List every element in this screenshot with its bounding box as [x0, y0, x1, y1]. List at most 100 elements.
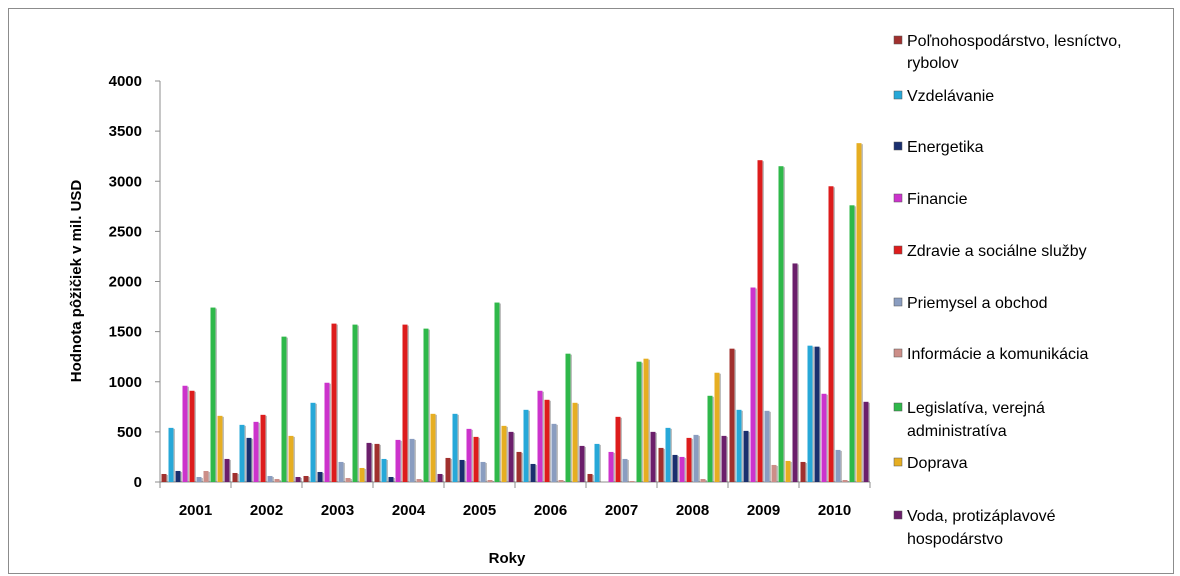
- bar: [849, 205, 855, 482]
- bar-shadow: [215, 308, 217, 482]
- bar: [792, 263, 798, 482]
- bar: [430, 413, 436, 482]
- bar: [650, 431, 656, 482]
- bar: [409, 438, 415, 482]
- bar-shadow: [343, 462, 345, 482]
- bar: [466, 428, 472, 482]
- bar: [587, 473, 593, 482]
- bar: [437, 473, 443, 482]
- bar: [168, 427, 174, 482]
- bar-shadow: [229, 459, 231, 482]
- legend-label: Energetika: [907, 139, 984, 156]
- bar: [331, 323, 337, 482]
- x-tick-label: 2006: [534, 502, 567, 519]
- bar-shadow: [499, 303, 501, 482]
- bar: [295, 476, 301, 482]
- legend-label: Financie: [907, 191, 968, 208]
- legend-label: Vzdelávanie: [907, 88, 994, 105]
- bar-shadow: [592, 474, 594, 482]
- bar: [352, 324, 358, 482]
- bar: [665, 427, 671, 482]
- legend-marker: [893, 348, 903, 358]
- bar: [402, 324, 408, 482]
- legend-marker: [893, 457, 903, 467]
- bar: [310, 402, 316, 482]
- bar-shadow: [833, 187, 835, 482]
- bar: [182, 385, 188, 482]
- bar-shadow: [663, 448, 665, 482]
- bar-shadow: [308, 476, 310, 482]
- bar: [224, 458, 230, 482]
- legend-marker: [893, 35, 903, 45]
- legend-label: Priemysel a obchod: [907, 295, 1048, 312]
- bar: [615, 416, 621, 482]
- bar: [303, 475, 309, 482]
- bar-shadow: [556, 424, 558, 482]
- legend-marker: [893, 402, 903, 412]
- bar-shadow: [734, 349, 736, 482]
- bar: [828, 186, 834, 482]
- bar: [317, 471, 323, 482]
- legend-label: Voda, protizáplavové hospodárstvo: [907, 508, 1056, 548]
- bar: [288, 435, 294, 482]
- bar: [281, 336, 287, 482]
- bar: [381, 458, 387, 482]
- bar: [508, 431, 514, 482]
- bar-shadow: [748, 431, 750, 482]
- bar: [416, 478, 422, 482]
- bar-shadow: [350, 478, 352, 482]
- bar: [572, 402, 578, 482]
- bar: [700, 478, 706, 482]
- bar: [516, 451, 522, 482]
- bar-shadow: [379, 444, 381, 482]
- bar: [622, 458, 628, 482]
- x-tick-label: 2002: [250, 502, 283, 519]
- legend-label: Informácie a komunikácia: [907, 346, 1089, 363]
- bar-shadow: [613, 452, 615, 482]
- bar-shadow: [173, 428, 175, 482]
- bar: [210, 307, 216, 482]
- bar-shadow: [584, 446, 586, 482]
- bar-shadow: [755, 288, 757, 482]
- bar-shadow: [286, 337, 288, 482]
- bar-shadow: [684, 457, 686, 482]
- bar: [658, 447, 664, 482]
- bar: [217, 415, 223, 482]
- bar: [189, 390, 195, 482]
- bar: [366, 442, 372, 482]
- bar: [232, 472, 238, 482]
- bar: [636, 361, 642, 482]
- x-tick-label: 2010: [818, 502, 851, 519]
- bar-shadow: [293, 436, 295, 482]
- bar-shadow: [364, 468, 366, 482]
- bar: [693, 434, 699, 482]
- bar-shadow: [847, 480, 849, 482]
- y-axis-title: Hodnota pôžičiek v mil. USD: [68, 180, 85, 383]
- bar: [537, 390, 543, 482]
- x-tick-label: 2003: [321, 502, 354, 519]
- bar-shadow: [648, 359, 650, 482]
- bar-shadow: [393, 477, 395, 482]
- bar: [459, 459, 465, 482]
- bar: [423, 328, 429, 482]
- bar: [558, 479, 564, 482]
- bar-shadow: [620, 417, 622, 482]
- bar: [721, 435, 727, 482]
- legend-label: Zdravie a sociálne služby: [907, 243, 1087, 260]
- bar: [757, 160, 763, 482]
- bar-shadow: [599, 444, 601, 482]
- bar-shadow: [769, 411, 771, 482]
- bar-shadow: [719, 373, 721, 482]
- bar-shadow: [521, 452, 523, 482]
- bar-shadow: [627, 459, 629, 482]
- bar-shadow: [655, 432, 657, 482]
- bar: [473, 436, 479, 482]
- bar-shadow: [570, 354, 572, 482]
- bar: [487, 479, 493, 482]
- bar-shadow: [776, 465, 778, 482]
- bar: [253, 421, 259, 482]
- bar: [743, 430, 749, 482]
- bar: [821, 393, 827, 482]
- bar: [707, 395, 713, 482]
- bar-shadow: [783, 167, 785, 482]
